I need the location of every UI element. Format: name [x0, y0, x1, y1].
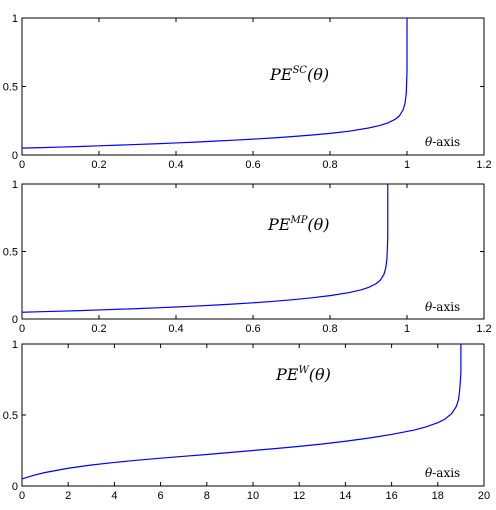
- y-tick-label: 1: [12, 13, 18, 25]
- x-tick-label: 0: [19, 490, 25, 502]
- x-tick-label: 1.2: [476, 323, 491, 335]
- x-tick-label: 1.2: [476, 159, 491, 171]
- x-tick-label: 0.6: [245, 159, 260, 171]
- curve-annotation: PEW(θ): [275, 365, 331, 384]
- series-line: [21, 184, 389, 313]
- x-tick-label: 0.4: [168, 323, 183, 335]
- x-tick-label: 14: [339, 490, 351, 502]
- x-axis-label: θ-axis: [425, 300, 460, 314]
- x-tick-label: 8: [204, 490, 210, 502]
- x-tick-label: 0.6: [245, 323, 260, 335]
- x-tick-label: 0.2: [91, 323, 106, 335]
- x-axis-label: θ-axis: [425, 135, 460, 149]
- x-tick-label: 0.4: [168, 159, 183, 171]
- series-line: [21, 344, 462, 480]
- x-axis-label: θ-axis: [425, 466, 460, 480]
- y-tick-label: 0: [12, 314, 18, 326]
- x-tick-label: 4: [111, 490, 117, 502]
- plot-frame: [21, 183, 485, 320]
- y-tick-label: 0.5: [3, 247, 18, 259]
- x-tick-label: 16: [385, 490, 397, 502]
- x-tick-label: 18: [432, 490, 444, 502]
- x-tick-label: 0.2: [91, 159, 106, 171]
- y-tick-label: 0.5: [3, 410, 18, 422]
- curve-annotation: PESC(θ): [269, 65, 329, 84]
- x-tick-label: 0: [19, 323, 25, 335]
- x-tick-label: 1: [404, 323, 410, 335]
- y-tick-label: 0: [12, 481, 18, 493]
- chart-panel-2: 0 0.2 0.4 0.6 0.8 1 1.2 0 0.5 1 PEMP(θ) θ-axis: [3, 179, 492, 335]
- x-tick-label: 20: [478, 490, 490, 502]
- series-line: [21, 18, 408, 149]
- curve-annotation: PEMP(θ): [267, 215, 330, 234]
- x-tick-label: 2: [65, 490, 71, 502]
- x-tick-label: 10: [247, 490, 259, 502]
- x-tick-label: 0.8: [322, 159, 337, 171]
- y-tick-label: 0: [12, 150, 18, 162]
- chart-panel-1: 0 0.2 0.4 0.6 0.8 1 1.2 0 0.5 1 PESC(θ) θ-axis: [3, 13, 492, 171]
- y-tick-label: 1: [12, 179, 18, 191]
- chart-panel-3: 0 2 4 6 8 10 12 14 16 18 20 0 0.5 1 PEW(θ) θ-axis: [3, 339, 490, 502]
- x-tick-label: 12: [293, 490, 305, 502]
- x-tick-label: 6: [158, 490, 164, 502]
- y-tick-label: 0.5: [3, 82, 18, 94]
- plot-frame: [21, 17, 485, 156]
- x-tick-label: 1: [404, 159, 410, 171]
- x-tick-label: 0: [19, 159, 25, 171]
- y-tick-label: 1: [12, 339, 18, 351]
- x-tick-label: 0.8: [322, 323, 337, 335]
